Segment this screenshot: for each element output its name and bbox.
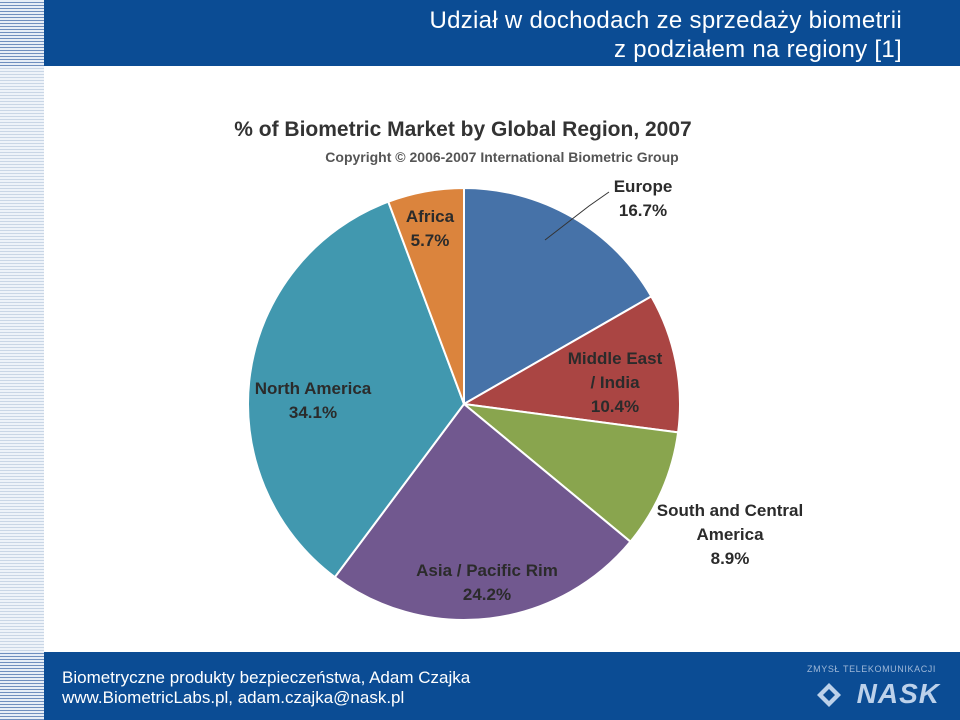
data-label-category: South and Central — [657, 501, 803, 520]
data-label-value: 10.4% — [591, 397, 639, 416]
chart-area: % of Biometric Market by Global Region, … — [205, 100, 825, 640]
pie-slices — [247, 186, 681, 621]
pie-chart: % of Biometric Market by Global Region, … — [234, 118, 803, 621]
data-label-value: 24.2% — [463, 585, 511, 604]
slide-title-line-1: Udział w dochodach ze sprzedaży biometri… — [429, 7, 902, 34]
data-label-value: 8.9% — [711, 549, 750, 568]
data-label-category: Africa — [406, 207, 455, 226]
pie-slice-middle-east-india — [460, 295, 681, 434]
data-label-category: Middle East — [568, 349, 663, 368]
pie-slice-north-america — [247, 200, 466, 579]
chart-subtitle: Copyright © 2006-2007 International Biom… — [325, 149, 678, 165]
data-label-value: 16.7% — [619, 201, 667, 220]
data-label-category: America — [696, 525, 764, 544]
data-label-category: Europe — [614, 177, 673, 196]
data-label-category: North America — [255, 379, 372, 398]
left-decorative-stripes — [0, 0, 44, 720]
pie-labels: Europe 16.7% Middle East / India 10.4% South … — [255, 177, 803, 604]
logo-tagline: ZMYSŁ TELEKOMUNIKACJI — [807, 664, 936, 674]
pie-slice-africa — [386, 186, 465, 405]
data-label-value: 5.7% — [411, 231, 450, 250]
slide-title: Udział w dochodach ze sprzedaży biometri… — [429, 6, 902, 64]
nask-logo: NASK — [856, 678, 940, 709]
leader-line — [544, 191, 610, 241]
slide-footer: Biometryczne produkty bezpieczeństwa, Ad… — [0, 652, 960, 720]
slide-header: Udział w dochodach ze sprzedaży biometri… — [44, 0, 960, 66]
data-label-value: 34.1% — [289, 403, 337, 422]
data-label-category: Asia / Pacific Rim — [416, 561, 558, 580]
pie-slice-europe — [463, 186, 653, 406]
header-stripes — [0, 0, 44, 66]
nask-logo-icon — [816, 682, 842, 708]
footer-contact: www.BiometricLabs.pl, adam.czajka@nask.p… — [62, 688, 405, 707]
footer-stripes — [0, 652, 44, 720]
pie-slice-south-and-central-america — [460, 402, 680, 544]
footer-author: Biometryczne produkty bezpieczeństwa, Ad… — [62, 668, 471, 687]
footer-text: Biometryczne produkty bezpieczeństwa, Ad… — [62, 668, 470, 708]
data-label-category: / India — [590, 373, 640, 392]
slide-title-line-2: z podziałem na regiony [1] — [614, 36, 902, 63]
chart-title: % of Biometric Market by Global Region, … — [234, 118, 691, 141]
pie-slice-asia-pacific-rim — [333, 402, 632, 621]
